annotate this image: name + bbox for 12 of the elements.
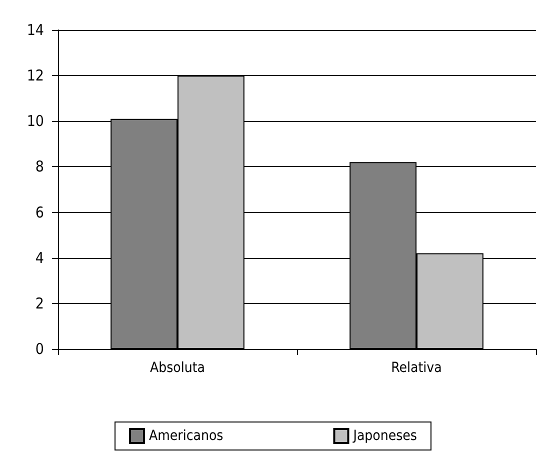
y-tick-label: 6 xyxy=(35,203,44,222)
y-tick-label: 2 xyxy=(35,294,44,312)
y-tick-label: 8 xyxy=(35,158,44,176)
y-tick-label: 14 xyxy=(26,21,44,39)
legend-label: Americanos xyxy=(149,428,224,444)
legend-label: Japoneses xyxy=(352,428,417,444)
x-tick-label: Relativa xyxy=(391,360,442,376)
y-tick-label: 0 xyxy=(35,340,44,358)
x-tick-label: Absoluta xyxy=(150,360,206,376)
y-tick-label: 4 xyxy=(35,248,44,267)
y-tick-label: 12 xyxy=(26,66,44,85)
y-tick-label: 10 xyxy=(26,112,44,130)
